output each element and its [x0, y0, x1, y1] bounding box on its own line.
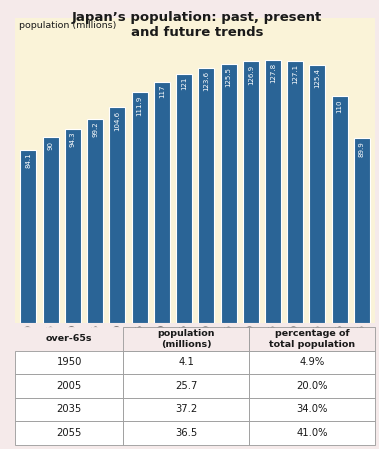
Text: 89.9: 89.9 [359, 141, 365, 157]
Bar [287, 61, 303, 323]
Text: 99.2: 99.2 [92, 122, 98, 137]
Bar [332, 96, 348, 323]
Text: 126.9: 126.9 [248, 65, 254, 85]
Text: 127.1: 127.1 [292, 64, 298, 84]
Text: 110: 110 [337, 99, 343, 113]
Bar [43, 137, 59, 323]
Text: 127.8: 127.8 [270, 63, 276, 83]
Bar [65, 128, 81, 323]
Bar [20, 150, 36, 323]
Text: 90: 90 [48, 141, 54, 150]
Text: 121: 121 [181, 77, 187, 90]
Text: population (millions): population (millions) [19, 21, 116, 30]
Bar [176, 74, 192, 323]
Bar [265, 60, 281, 323]
Text: 125.4: 125.4 [315, 68, 320, 88]
Bar [354, 138, 370, 323]
Text: 125.5: 125.5 [226, 67, 232, 87]
Text: 123.6: 123.6 [203, 71, 209, 92]
Bar [110, 107, 125, 323]
Text: 94.3: 94.3 [70, 132, 76, 147]
Bar [221, 64, 236, 323]
Text: 104.6: 104.6 [114, 110, 121, 131]
Bar [309, 65, 326, 323]
Bar [243, 62, 259, 323]
Text: 84.1: 84.1 [25, 153, 31, 168]
Bar [87, 119, 103, 323]
Text: Japan’s population: past, present
and future trends: Japan’s population: past, present and fu… [72, 11, 322, 39]
Bar [154, 82, 170, 323]
Bar [132, 92, 148, 323]
Text: 111.9: 111.9 [136, 96, 143, 116]
Text: 117: 117 [159, 85, 165, 98]
Bar [198, 68, 214, 323]
